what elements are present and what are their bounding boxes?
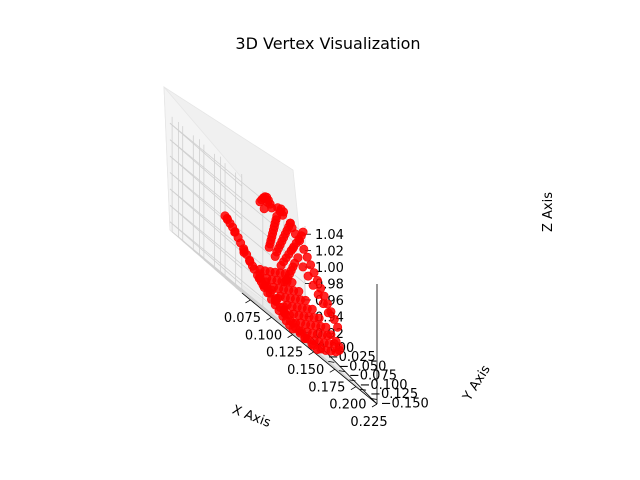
z-tick-label: 1.04 [315, 228, 344, 243]
data-point [321, 322, 331, 332]
z-axis-label: Z Axis [541, 192, 556, 232]
data-point [245, 256, 255, 266]
data-point [333, 322, 343, 332]
x-tick-label: 0.125 [266, 346, 303, 361]
y-tick-label: −0.050 [338, 359, 386, 374]
x-tick-mark [245, 299, 251, 304]
y-grid-line [182, 240, 318, 353]
data-point [294, 326, 304, 336]
data-point [263, 197, 273, 207]
x-tick-label: 0.100 [245, 328, 282, 343]
z-grid-line [169, 205, 243, 269]
data-point [298, 262, 308, 272]
data-point [329, 314, 339, 324]
data-point [301, 333, 311, 343]
x-tick-label: 0.075 [224, 311, 261, 326]
z-grid-line [169, 221, 243, 286]
data-point [306, 260, 316, 270]
data-point [303, 271, 313, 281]
y-grid-line [214, 268, 350, 381]
data-point [294, 286, 304, 296]
x-tick-mark [308, 351, 314, 356]
data-point [279, 308, 289, 318]
data-point [295, 236, 305, 246]
x-axis-line [241, 292, 378, 405]
data-point [307, 304, 317, 314]
data-point [222, 213, 232, 223]
data-point [307, 339, 317, 349]
x-tick-mark [266, 316, 272, 321]
y-tick-mark [370, 398, 377, 400]
data-point [279, 277, 289, 287]
data-point [279, 207, 289, 217]
y-axis-label: Y Axis [460, 362, 494, 404]
y-tick-label: −0.125 [370, 387, 418, 402]
data-point [288, 318, 298, 328]
data-point [300, 295, 310, 305]
data-point [298, 227, 308, 237]
z-grid-line [169, 188, 243, 253]
y-tick-mark [349, 379, 356, 382]
x-tick-label: 0.200 [329, 398, 366, 413]
x-tick-label: 0.150 [287, 363, 324, 378]
data-point [302, 252, 312, 262]
y-tick-label: −0.075 [349, 369, 397, 384]
data-point [308, 280, 318, 290]
data-point [318, 299, 328, 309]
y-tick-label: −0.100 [359, 378, 407, 393]
tick-marks: 0.0750.1000.1250.1500.1750.2000.2250.000… [224, 228, 429, 430]
z-tick-label: 1.00 [315, 261, 344, 276]
data-point [323, 308, 333, 318]
data-point [271, 296, 281, 306]
data-point [312, 344, 322, 354]
data-point [290, 229, 300, 239]
x-tick-mark [371, 403, 378, 408]
z-grid-line [169, 122, 243, 187]
y-grid-line [224, 277, 361, 390]
data-point [334, 342, 344, 352]
y-tick-label: −0.150 [381, 396, 429, 411]
x-tick-label: 0.175 [308, 380, 345, 395]
data-point [239, 246, 249, 256]
data-point [314, 313, 324, 323]
y-tick-mark [338, 370, 345, 373]
z-grid-line [169, 139, 243, 203]
z-tick-label: 1.02 [315, 245, 344, 260]
data-point [326, 330, 336, 340]
data-points [220, 192, 344, 357]
x-tick-mark [287, 334, 293, 338]
data-point [299, 244, 309, 254]
data-point [230, 227, 240, 237]
x-axis-label: X Axis [230, 403, 273, 431]
x-tick-mark [350, 386, 357, 390]
data-point [262, 282, 272, 292]
y-tick-mark [359, 388, 367, 391]
x-tick-mark [329, 368, 336, 373]
y-tick-mark [328, 360, 335, 363]
x-tick-label: 0.225 [350, 415, 387, 430]
data-point [313, 289, 323, 299]
data-point [288, 244, 298, 254]
chart-title: 3D Vertex Visualization [235, 34, 420, 53]
z-grid-line [169, 155, 243, 220]
